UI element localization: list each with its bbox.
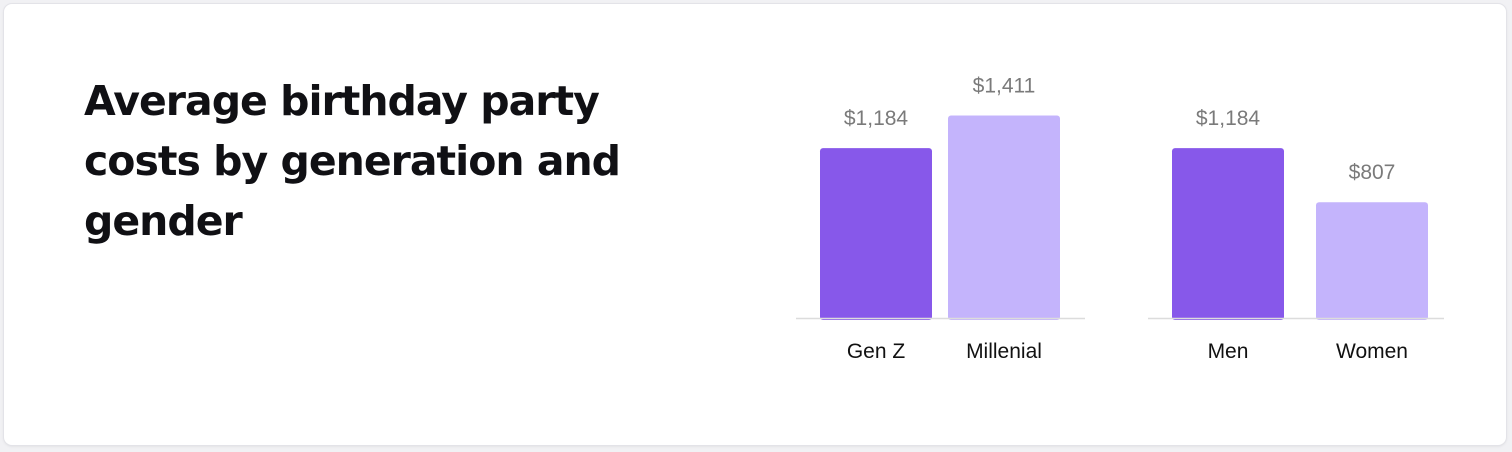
generation-chart: $1,184 Gen Z $1,411 Millenial (796, 75, 1085, 363)
category-label-gen-z: Gen Z (847, 340, 906, 363)
gender-chart: $1,184 Men $807 Women (1148, 107, 1444, 363)
category-label-men: Men (1208, 340, 1249, 363)
value-label-women: $807 (1349, 161, 1396, 184)
category-label-millenial: Millenial (966, 340, 1042, 363)
value-label-men: $1,184 (1196, 107, 1261, 130)
value-label-gen-z: $1,184 (844, 107, 909, 130)
category-label-women: Women (1336, 340, 1408, 363)
value-label-millenial: $1,411 (973, 75, 1036, 98)
bar-men (1172, 148, 1284, 320)
bar-gen-z (820, 148, 932, 320)
bar-millenial (948, 115, 1060, 320)
bar-women (1316, 202, 1428, 320)
chart-title: Average birthday party costs by generati… (84, 77, 621, 245)
